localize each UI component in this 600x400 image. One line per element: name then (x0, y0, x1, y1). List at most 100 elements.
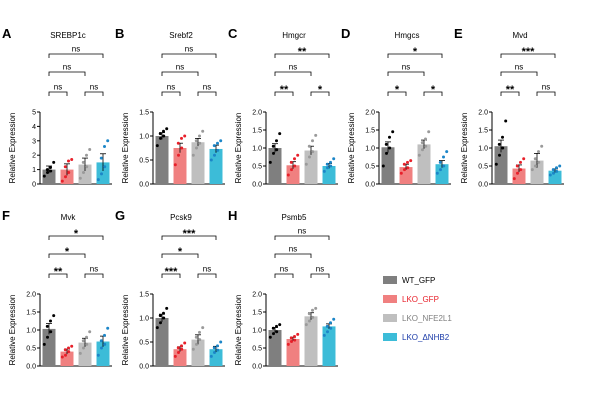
y-tick-label: 1.0 (478, 146, 488, 153)
bar (381, 147, 395, 184)
significance-label: ns (316, 265, 324, 274)
data-point (271, 144, 275, 148)
data-point (512, 177, 516, 181)
data-point (99, 156, 103, 160)
significance-label: ns (203, 83, 211, 92)
panel-letter: E (454, 26, 463, 41)
data-point (78, 176, 82, 180)
data-point (519, 168, 523, 172)
data-point (304, 323, 308, 327)
data-point (388, 146, 392, 150)
y-tick-label: 0.5 (478, 164, 488, 171)
data-point (180, 347, 184, 351)
data-point (49, 319, 52, 323)
panel-b: B Srebf2 Relative Expression 0.0 0.5 1.0 1.5 ns… (115, 26, 225, 189)
data-point (555, 169, 559, 173)
legend: WT_GFP LKO_GFP LKO_NFE2L1 LKO_ΔNHB2 (383, 276, 452, 342)
significance-label: * (318, 84, 323, 96)
y-tick-label: 1.0 (139, 134, 149, 141)
y-tick-label: 1.5 (252, 310, 262, 317)
data-point (155, 326, 159, 330)
y-axis-label: Relative Expression (8, 113, 17, 184)
significance-label: * (395, 84, 400, 96)
data-point (81, 339, 85, 343)
data-point (64, 175, 67, 179)
legend-swatch (383, 295, 397, 303)
data-point (106, 139, 110, 143)
data-point (325, 162, 329, 166)
data-point (100, 346, 103, 350)
significance-bracket (274, 71, 312, 76)
bar (60, 351, 74, 366)
data-point (180, 344, 183, 348)
data-point (162, 134, 166, 138)
data-point (78, 351, 82, 355)
data-point (99, 339, 103, 343)
data-point (272, 151, 275, 155)
data-point (555, 166, 558, 170)
data-point (286, 342, 290, 346)
panel-letter: A (2, 26, 12, 41)
data-point (219, 340, 223, 344)
data-point (198, 338, 202, 342)
significance-label: * (431, 84, 436, 96)
y-tick-label: 0.0 (139, 364, 149, 371)
bar (268, 330, 282, 366)
y-tick-label: 1.5 (252, 128, 262, 135)
significance-bracket (161, 71, 199, 76)
bar (304, 316, 318, 366)
data-point (52, 160, 56, 164)
y-tick-label: 5 (32, 110, 36, 117)
bar (286, 165, 300, 184)
data-point (533, 157, 537, 161)
data-point (180, 146, 184, 150)
data-point (271, 326, 275, 330)
data-point (519, 160, 522, 164)
bar (173, 148, 187, 184)
bar (191, 142, 205, 184)
data-point (183, 341, 187, 345)
significance-bracket (161, 253, 199, 258)
panel-letter: D (341, 26, 350, 41)
significance-label: ns (203, 265, 211, 274)
data-point (106, 326, 110, 330)
data-point (216, 344, 219, 348)
data-point (289, 336, 293, 340)
bar (435, 164, 449, 184)
data-point (85, 335, 88, 339)
significance-bracket (274, 253, 312, 258)
data-point (296, 332, 300, 336)
data-point (311, 308, 314, 312)
data-point (216, 348, 220, 352)
bar (78, 342, 92, 366)
significance-bracket (387, 71, 425, 76)
data-point (311, 150, 315, 154)
panel-letter: C (228, 26, 238, 41)
data-point (445, 150, 449, 154)
bar (417, 144, 431, 184)
data-point (530, 168, 534, 172)
significance-bracket (387, 91, 407, 96)
data-point (501, 135, 504, 139)
data-point (49, 330, 53, 334)
data-point (534, 164, 537, 168)
data-point (191, 153, 195, 157)
data-point (406, 160, 409, 164)
data-point (307, 144, 311, 148)
data-point (290, 168, 293, 172)
y-tick-label: 0.5 (252, 164, 262, 171)
y-tick-label: 2.0 (252, 292, 262, 299)
data-point (201, 326, 205, 330)
data-point (162, 311, 165, 315)
y-tick-label: 3 (32, 138, 36, 145)
data-point (201, 129, 205, 133)
data-point (275, 148, 279, 152)
data-point (399, 171, 403, 175)
data-point (191, 347, 195, 351)
data-point (60, 355, 64, 359)
data-point (176, 141, 180, 145)
bar (155, 136, 169, 184)
significance-bracket (161, 273, 181, 278)
data-point (548, 173, 552, 177)
y-axis-label: Relative Expression (8, 295, 17, 366)
